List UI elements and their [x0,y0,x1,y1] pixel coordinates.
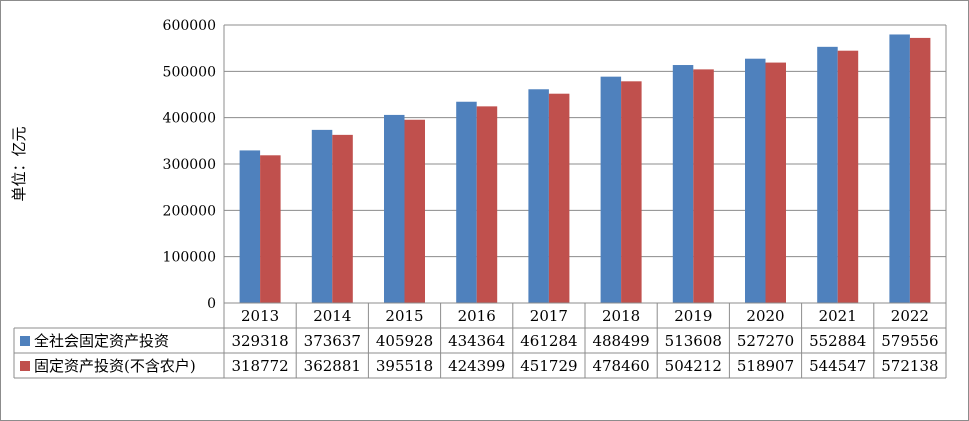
x-tick-label: 2018 [602,307,640,325]
bar-series1-2018 [600,76,622,303]
table-cell-value: 552884 [809,332,866,350]
y-tick-label: 500000 [163,64,216,80]
bar-series1-2013 [239,150,261,303]
bars [239,34,931,304]
table-cell-value: 478460 [592,357,649,375]
bar-series1-2019 [672,65,694,303]
table-cell-value: 424399 [448,357,505,375]
bar-series1-2015 [384,114,405,303]
y-tick-label: 300000 [163,157,216,173]
bar-series1-2017 [528,89,549,303]
table-cell-value: 527270 [737,332,794,350]
legend-swatch-series1 [20,336,30,346]
bar-series2-2015 [404,119,425,304]
table-cell-value: 329318 [231,332,288,350]
x-tick-label: 2022 [891,307,929,325]
table-cell-value: 434364 [448,332,505,350]
x-tick-label: 2015 [385,307,423,325]
table-cell-value: 513608 [665,332,722,350]
bar-series2-2014 [332,134,353,303]
x-tick-label: 2013 [241,307,279,325]
legend-swatch-series2 [20,361,30,371]
table-row-label: 固定资产投资(不含农户) [34,357,196,375]
bar-series2-2020 [765,62,786,303]
data-table: 2013 2014 2015 2016 2017 2018 2019 2020 2021 2022… [13,302,947,379]
y-tick-labels: 0 100000 200000 300000 400000 500000 600000 [163,18,216,312]
bar-series1-2016 [456,101,477,303]
table-cell-value: 362881 [304,357,361,375]
table-cell-value: 544547 [809,357,866,375]
table-cell-value: 572138 [881,357,938,375]
x-tick-label: 2021 [819,307,857,325]
bar-series2-2013 [260,155,281,303]
x-tick-label: 2019 [674,307,712,325]
bar-series2-2021 [837,50,859,303]
table-cell-value: 579556 [881,332,938,350]
table-row-label: 全社会固定资产投资 [34,332,169,350]
table-cell-value: 461284 [520,332,577,350]
y-tick-label: 100000 [163,250,216,266]
x-tick-label: 2016 [458,307,496,325]
bar-series2-2022 [909,37,931,303]
table-cell-value: 518907 [737,357,794,375]
bar-series1-2020 [745,58,766,303]
bar-series2-2017 [548,93,570,303]
bar-series1-2021 [817,46,838,303]
table-cell-value: 395518 [376,357,433,375]
x-tick-label: 2014 [313,307,351,325]
bar-series2-2018 [621,81,642,303]
table-cell-value: 318772 [231,357,288,375]
y-tick-label: 200000 [163,203,216,219]
y-tick-label: 600000 [163,18,216,34]
y-tick-label: 400000 [163,111,216,127]
table-cell-value: 405928 [376,332,433,350]
table-cell-value: 373637 [304,332,361,350]
x-tick-label: 2020 [746,307,784,325]
bar-series2-2016 [476,106,498,304]
table-cell-value: 504212 [665,357,722,375]
y-tick-label: 0 [207,296,216,312]
bar-series2-2019 [693,69,714,303]
bar-series1-2022 [889,34,910,304]
table-cell-value: 488499 [592,332,649,350]
x-tick-label: 2017 [530,307,568,325]
table-cell-value: 451729 [520,357,577,375]
bar-series1-2014 [311,129,333,303]
y-axis-label: 单位：亿元 [10,126,28,201]
